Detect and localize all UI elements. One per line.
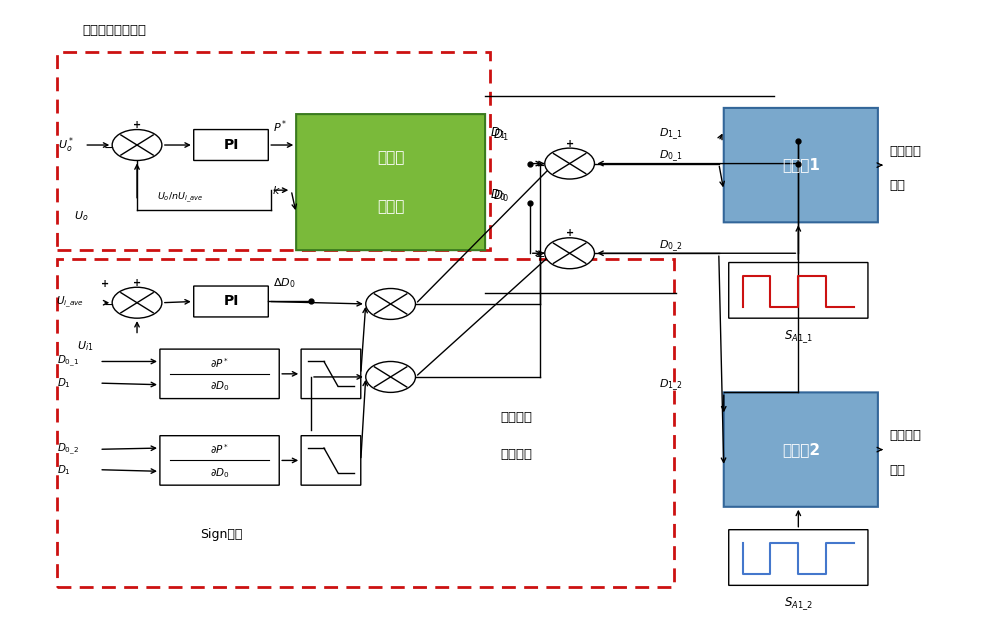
Text: +: + xyxy=(133,120,141,130)
Text: $D_0$: $D_0$ xyxy=(490,188,506,203)
Text: $U_o$: $U_o$ xyxy=(74,209,89,223)
Text: $U_{i1}$: $U_{i1}$ xyxy=(77,339,94,353)
FancyBboxPatch shape xyxy=(729,530,868,585)
Circle shape xyxy=(545,148,594,179)
Text: $P^*$: $P^*$ xyxy=(273,118,288,135)
Text: $D_{1\_2}$: $D_{1\_2}$ xyxy=(659,378,683,392)
Text: +: + xyxy=(566,228,574,238)
Text: 变换器1: 变换器1 xyxy=(782,158,820,173)
Text: Sign函数: Sign函数 xyxy=(200,528,243,541)
Text: 变换器2: 变换器2 xyxy=(782,442,820,457)
Text: 信号: 信号 xyxy=(890,179,906,192)
Text: 输出电压控制环路: 输出电压控制环路 xyxy=(82,24,146,37)
Text: $D_1$: $D_1$ xyxy=(490,126,506,142)
Text: $D_1$: $D_1$ xyxy=(493,127,509,143)
Text: −: − xyxy=(535,160,545,173)
FancyBboxPatch shape xyxy=(301,349,361,399)
Text: +: + xyxy=(534,250,545,263)
Text: $D_{0\_2}$: $D_{0\_2}$ xyxy=(57,442,80,457)
Text: $k$: $k$ xyxy=(272,184,281,196)
Text: $S_{A1\_1}$: $S_{A1\_1}$ xyxy=(784,328,813,345)
Circle shape xyxy=(112,130,162,160)
Text: 开关驱动: 开关驱动 xyxy=(890,429,922,442)
Text: $D_1$: $D_1$ xyxy=(57,463,71,477)
Text: −: − xyxy=(104,142,114,155)
Text: $D_{0\_1}$: $D_{0\_1}$ xyxy=(57,354,80,369)
FancyBboxPatch shape xyxy=(724,392,878,507)
Text: $U_o/nU_{i\_ave}$: $U_o/nU_{i\_ave}$ xyxy=(157,190,203,205)
Text: PI: PI xyxy=(223,138,239,152)
Text: $\partial D_0$: $\partial D_0$ xyxy=(210,466,229,480)
Text: PI: PI xyxy=(223,295,239,308)
Text: −: − xyxy=(104,300,114,313)
Text: $D_0$: $D_0$ xyxy=(493,189,509,204)
FancyBboxPatch shape xyxy=(194,130,268,160)
Text: 电压平衡: 电压平衡 xyxy=(500,411,532,424)
Text: $D_{1\_1}$: $D_{1\_1}$ xyxy=(659,126,683,142)
Circle shape xyxy=(112,287,162,318)
Circle shape xyxy=(545,238,594,269)
Text: 控制环路: 控制环路 xyxy=(500,448,532,461)
Text: $\Delta D_0$: $\Delta D_0$ xyxy=(273,276,296,290)
FancyBboxPatch shape xyxy=(296,114,485,250)
Text: +: + xyxy=(133,278,141,288)
Text: +: + xyxy=(101,279,109,289)
Text: $S_{A1\_2}$: $S_{A1\_2}$ xyxy=(784,595,813,612)
Text: $U_{i\_ave}$: $U_{i\_ave}$ xyxy=(56,295,85,310)
Text: $D_{0\_2}$: $D_{0\_2}$ xyxy=(659,238,683,253)
Text: $D_{0\_1}$: $D_{0\_1}$ xyxy=(659,149,683,164)
FancyBboxPatch shape xyxy=(729,263,868,318)
Text: $U_o^*$: $U_o^*$ xyxy=(58,135,75,155)
Circle shape xyxy=(366,288,415,319)
FancyBboxPatch shape xyxy=(160,436,279,485)
Text: 开关驱动: 开关驱动 xyxy=(890,145,922,158)
Text: $D_1$: $D_1$ xyxy=(57,376,71,390)
FancyBboxPatch shape xyxy=(301,436,361,485)
FancyBboxPatch shape xyxy=(724,108,878,222)
Text: +: + xyxy=(566,139,574,149)
Text: 移相比: 移相比 xyxy=(377,150,404,165)
Text: 信号: 信号 xyxy=(890,464,906,477)
Text: $\partial P^*$: $\partial P^*$ xyxy=(210,442,229,456)
FancyBboxPatch shape xyxy=(160,349,279,399)
Text: $\partial D_0$: $\partial D_0$ xyxy=(210,379,229,393)
Text: $\partial P^*$: $\partial P^*$ xyxy=(210,356,229,370)
FancyBboxPatch shape xyxy=(194,286,268,317)
Text: 查找表: 查找表 xyxy=(377,199,404,214)
Circle shape xyxy=(366,361,415,392)
